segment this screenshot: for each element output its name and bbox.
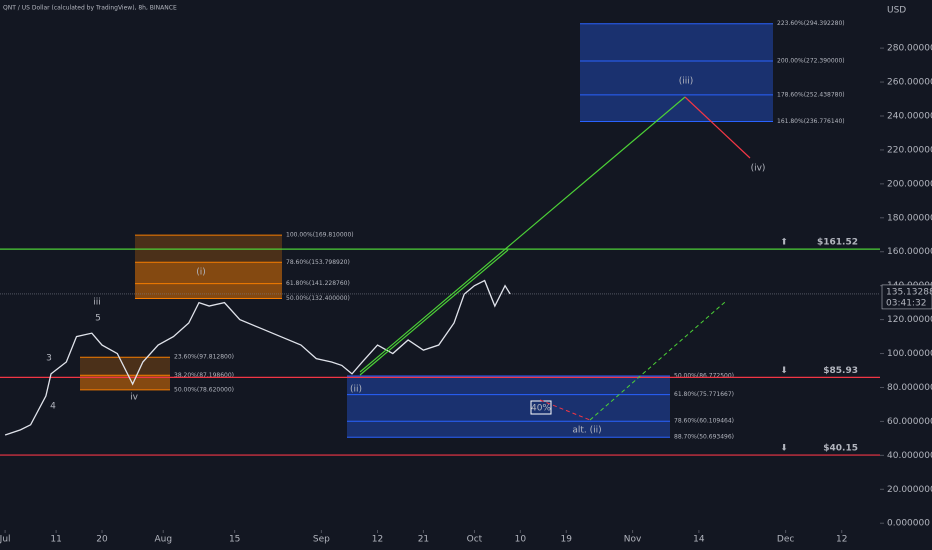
- x-tick-label: 14: [693, 535, 705, 545]
- countdown: 03:41:32: [886, 298, 926, 308]
- x-tick-label: 10: [515, 535, 527, 545]
- fib-label: 161.80%(236.776140): [777, 118, 845, 125]
- x-tick-label: 19: [561, 535, 573, 545]
- x-tick-label: 21: [418, 535, 429, 545]
- fib-label: 38.20%(87.198600): [174, 372, 234, 379]
- wave-label: iii: [93, 298, 101, 308]
- fib-label: 50.00%(132.400000): [286, 295, 350, 302]
- fib-zone: [347, 421, 670, 438]
- fib-label: 78.60%(153.798920): [286, 259, 350, 266]
- price-axis: [880, 0, 932, 550]
- y-tick-label: 20.000000: [887, 485, 932, 495]
- fib-label: 223.60%(294.392280): [777, 20, 845, 27]
- y-tick-label: 220.000000: [887, 145, 932, 155]
- level-icon: ⬇: [780, 366, 788, 376]
- y-tick-label: 260.000000: [887, 78, 932, 88]
- fib-label: 61.80%(75.771667): [674, 391, 734, 398]
- x-tick-label: Oct: [467, 535, 483, 545]
- y-tick-label: 180.000000: [887, 213, 932, 223]
- y-tick-label: 100.000000: [887, 349, 932, 359]
- level-label: $85.93: [823, 366, 858, 376]
- level-icon: ⬆: [780, 238, 788, 248]
- fib-label: 178.60%(252.438780): [777, 91, 845, 98]
- wave-label: (ii): [350, 385, 362, 395]
- level-icon: ⬇: [780, 444, 788, 454]
- y-tick-label: 60.000000: [887, 417, 932, 427]
- wave-label: (iv): [751, 164, 766, 174]
- alt-arrow: [589, 301, 726, 421]
- x-tick-label: Jul: [0, 535, 11, 545]
- fib-zone: [80, 357, 170, 376]
- fib-label: 100.00%(169.810000): [286, 232, 354, 239]
- y-tick-label: 80.000000: [887, 383, 932, 393]
- fib-zone: [135, 262, 282, 284]
- level-label: $40.15: [823, 444, 858, 454]
- x-tick-label: 12: [836, 535, 847, 545]
- x-tick-label: Sep: [313, 535, 330, 545]
- badge: [530, 400, 552, 415]
- x-tick-label: 15: [229, 535, 240, 545]
- projection-arrow: [359, 249, 509, 376]
- alt-arrow: [539, 399, 591, 421]
- level-label: $161.52: [817, 238, 858, 248]
- fib-label: 61.80%(141.228760): [286, 280, 350, 287]
- wave-label: (i): [196, 268, 206, 278]
- fib-zone: [580, 61, 773, 95]
- price-label: 135.132884: [886, 287, 932, 297]
- fib-zone: [80, 375, 170, 390]
- x-tick-label: 11: [50, 535, 61, 545]
- x-tick-label: 12: [372, 535, 383, 545]
- fib-zone: [347, 375, 670, 395]
- wave-label: 3: [46, 354, 52, 364]
- fib-label: 23.60%(97.812800): [174, 354, 234, 361]
- fib-label: 88.70%(50.693496): [674, 434, 734, 441]
- x-tick-label: Nov: [624, 535, 642, 545]
- y-tick-label: 200.000000: [887, 179, 932, 189]
- fib-label: 78.60%(60.109464): [674, 418, 734, 425]
- x-tick-label: 20: [96, 535, 108, 545]
- x-tick-label: Aug: [154, 535, 172, 545]
- fib-zone: [580, 23, 773, 62]
- y-tick-label: 40.000000: [887, 451, 932, 461]
- y-tick-label: 280.000000: [887, 44, 932, 54]
- y-tick-label: 120.000000: [887, 315, 932, 325]
- price-series: [4, 279, 511, 436]
- wave-label: (iii): [679, 77, 694, 87]
- projection-arrow: [359, 96, 686, 373]
- wave-label: 5: [95, 314, 101, 324]
- fib-label: 50.00%(86.772500): [674, 372, 734, 379]
- fib-label: 200.00%(272.390000): [777, 58, 845, 65]
- x-tick-label: Dec: [777, 535, 794, 545]
- wave-label: 40%: [531, 404, 551, 414]
- wave-label: alt. (ii): [572, 426, 601, 436]
- fib-label: 50.00%(78.620000): [174, 386, 234, 393]
- y-tick-label: 0.000000: [887, 519, 930, 529]
- fib-zone: [347, 394, 670, 422]
- fib-zone: [580, 94, 773, 122]
- header: QNT / US Dollar (calculated by TradingVi…: [3, 5, 177, 12]
- y-tick-label: 160.000000: [887, 247, 932, 257]
- y-tick-label: 240.000000: [887, 111, 932, 121]
- price-badge: [881, 284, 932, 310]
- wave-label: 4: [50, 402, 56, 412]
- fib-zone: [135, 283, 282, 299]
- currency: USD: [887, 6, 906, 16]
- projection-arrow: [684, 96, 751, 159]
- wave-label: iv: [130, 393, 139, 403]
